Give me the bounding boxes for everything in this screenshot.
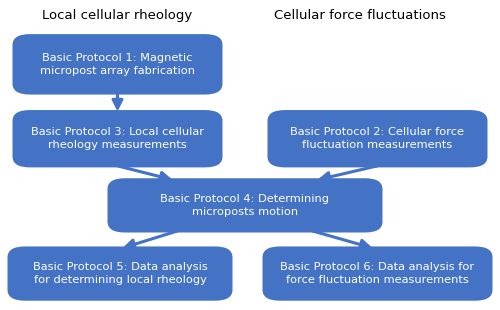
Text: Basic Protocol 4: Determining
microposts motion: Basic Protocol 4: Determining microposts… — [160, 194, 330, 217]
Text: Basic Protocol 2: Cellular force
fluctuation measurements: Basic Protocol 2: Cellular force fluctua… — [290, 127, 465, 150]
FancyBboxPatch shape — [268, 110, 488, 167]
FancyBboxPatch shape — [12, 34, 222, 95]
FancyBboxPatch shape — [108, 178, 382, 232]
FancyBboxPatch shape — [12, 110, 222, 167]
Text: Basic Protocol 1: Magnetic
micropost array fabrication: Basic Protocol 1: Magnetic micropost arr… — [40, 53, 195, 76]
Text: Basic Protocol 6: Data analysis for
force fluctuation measurements: Basic Protocol 6: Data analysis for forc… — [280, 262, 474, 285]
Text: Basic Protocol 5: Data analysis
for determining local rheology: Basic Protocol 5: Data analysis for dete… — [32, 262, 208, 285]
Text: Cellular force fluctuations: Cellular force fluctuations — [274, 9, 446, 22]
FancyBboxPatch shape — [8, 246, 232, 301]
Text: Basic Protocol 3: Local cellular
rheology measurements: Basic Protocol 3: Local cellular rheolog… — [31, 127, 204, 150]
FancyBboxPatch shape — [262, 246, 492, 301]
Text: Local cellular rheology: Local cellular rheology — [42, 9, 192, 22]
